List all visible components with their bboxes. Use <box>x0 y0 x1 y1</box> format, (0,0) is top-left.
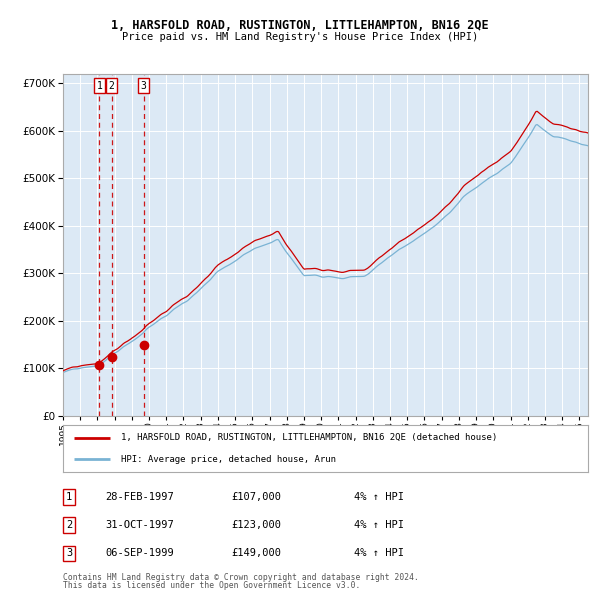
Text: 2: 2 <box>66 520 72 530</box>
Text: 1, HARSFOLD ROAD, RUSTINGTON, LITTLEHAMPTON, BN16 2QE: 1, HARSFOLD ROAD, RUSTINGTON, LITTLEHAMP… <box>111 19 489 32</box>
Text: 06-SEP-1999: 06-SEP-1999 <box>105 549 174 558</box>
Text: 3: 3 <box>66 549 72 558</box>
Text: 28-FEB-1997: 28-FEB-1997 <box>105 492 174 502</box>
Text: 1: 1 <box>66 492 72 502</box>
Text: 1, HARSFOLD ROAD, RUSTINGTON, LITTLEHAMPTON, BN16 2QE (detached house): 1, HARSFOLD ROAD, RUSTINGTON, LITTLEHAMP… <box>121 433 497 442</box>
Text: 4% ↑ HPI: 4% ↑ HPI <box>354 492 404 502</box>
Text: This data is licensed under the Open Government Licence v3.0.: This data is licensed under the Open Gov… <box>63 581 361 590</box>
Text: HPI: Average price, detached house, Arun: HPI: Average price, detached house, Arun <box>121 455 336 464</box>
Text: Contains HM Land Registry data © Crown copyright and database right 2024.: Contains HM Land Registry data © Crown c… <box>63 572 419 582</box>
Text: £123,000: £123,000 <box>231 520 281 530</box>
Text: 4% ↑ HPI: 4% ↑ HPI <box>354 520 404 530</box>
Text: 1: 1 <box>97 81 103 91</box>
Text: 4% ↑ HPI: 4% ↑ HPI <box>354 549 404 558</box>
Text: 31-OCT-1997: 31-OCT-1997 <box>105 520 174 530</box>
Text: 3: 3 <box>140 81 146 91</box>
Text: 2: 2 <box>109 81 115 91</box>
Text: £149,000: £149,000 <box>231 549 281 558</box>
Text: £107,000: £107,000 <box>231 492 281 502</box>
Text: Price paid vs. HM Land Registry's House Price Index (HPI): Price paid vs. HM Land Registry's House … <box>122 32 478 41</box>
